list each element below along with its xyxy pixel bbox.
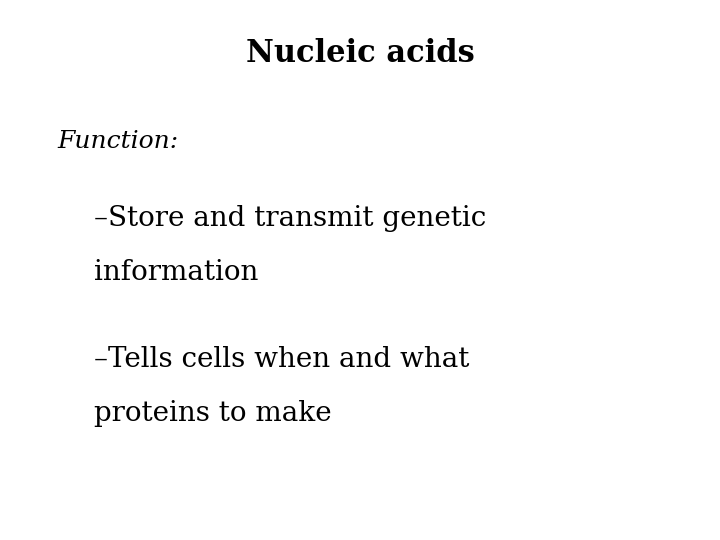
Text: –Tells cells when and what: –Tells cells when and what <box>94 346 469 373</box>
Text: Nucleic acids: Nucleic acids <box>246 38 474 69</box>
Text: Function:: Function: <box>58 130 179 153</box>
Text: information: information <box>94 259 258 286</box>
Text: –Store and transmit genetic: –Store and transmit genetic <box>94 205 486 232</box>
Text: proteins to make: proteins to make <box>94 400 331 427</box>
